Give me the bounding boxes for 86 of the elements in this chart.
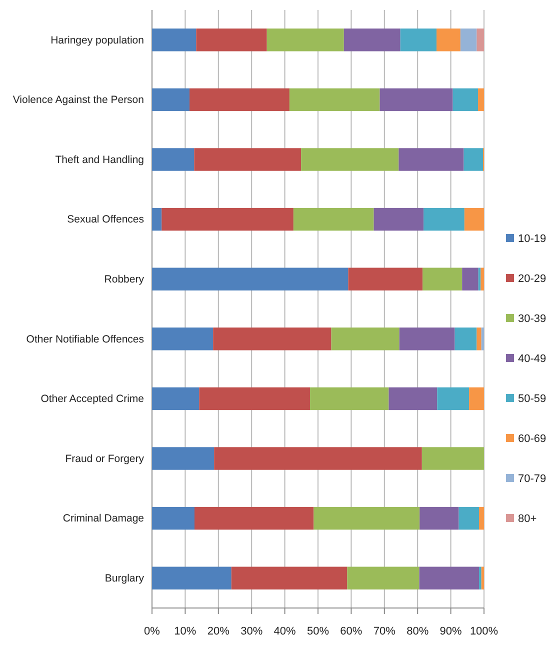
bar (420, 506, 459, 530)
bar (213, 328, 332, 350)
x-tick-label: 90% (440, 626, 462, 638)
x-tick-label: 20% (207, 626, 230, 638)
bar (480, 268, 484, 290)
y-tick-label: Theft and Handling (55, 154, 144, 166)
bar (152, 506, 194, 530)
bar (437, 387, 470, 410)
bar (469, 387, 484, 410)
bar (476, 328, 482, 350)
bar (399, 328, 455, 350)
legend-label: 40-49 (518, 352, 546, 365)
bar (162, 208, 294, 231)
bar (152, 328, 214, 350)
bar (476, 28, 484, 52)
bar (152, 268, 348, 290)
bar (199, 387, 310, 410)
x-tick-label: 10% (174, 626, 196, 638)
x-tick-label: 60% (340, 626, 362, 638)
y-tick-label: Burglary (104, 572, 145, 584)
legend-label: 20-29 (518, 272, 546, 285)
y-tick-label: Fraud or Forgery (65, 452, 145, 465)
bar (152, 208, 162, 231)
bar (374, 208, 424, 231)
legend-label: 50-59 (518, 392, 546, 405)
legend-label: 70-79 (518, 472, 546, 485)
bar (152, 28, 196, 52)
bar (380, 88, 453, 112)
x-tick-label: 100% (470, 626, 498, 638)
bar (347, 566, 420, 590)
y-tick-label: Violence Against the Person (12, 94, 144, 106)
y-tick-label: Haringey population (50, 34, 144, 46)
bar (152, 387, 200, 410)
bar (464, 208, 484, 231)
bar (152, 88, 190, 112)
x-tick-label: 40% (274, 626, 296, 638)
bar (152, 447, 214, 470)
y-tick-label: Robbery (104, 273, 145, 286)
bar (293, 208, 374, 231)
bar (231, 566, 348, 590)
bar (436, 28, 460, 52)
bar (400, 28, 437, 52)
y-tick-label: Criminal Damage (62, 512, 144, 525)
bar (454, 328, 477, 350)
bar (422, 447, 484, 470)
bar (266, 28, 344, 52)
legend-label: 10-19 (518, 232, 546, 245)
bar (481, 566, 484, 590)
legend-label: 80+ (518, 512, 537, 525)
y-tick-label: Other Accepted Crime (40, 393, 144, 406)
bar (214, 447, 422, 470)
bar (388, 387, 438, 410)
bar (310, 387, 389, 410)
bar (194, 506, 314, 530)
y-tick-label: Sexual Offences (67, 214, 144, 226)
bar (344, 28, 400, 52)
bar (462, 268, 478, 290)
bar (422, 268, 462, 290)
bar (478, 88, 484, 112)
bar (398, 148, 464, 171)
bar (152, 566, 232, 590)
bar (289, 88, 380, 112)
legend-label: 30-39 (518, 312, 546, 325)
bar (152, 148, 194, 171)
bar (464, 148, 484, 171)
bar (348, 268, 423, 290)
x-tick-label: 80% (406, 626, 429, 638)
bar (190, 88, 290, 112)
bar (452, 88, 478, 112)
bar (301, 148, 399, 171)
bar (460, 28, 477, 52)
x-tick-label: 0% (144, 626, 160, 638)
bar (331, 328, 400, 350)
legend-label: 60-69 (518, 432, 546, 445)
bar (479, 506, 484, 530)
bar (458, 506, 480, 530)
x-tick-label: 50% (306, 626, 330, 638)
bar (196, 28, 267, 52)
bar (194, 148, 302, 171)
y-tick-label: Other Notifiable Offences (26, 333, 144, 346)
x-tick-label: 70% (373, 626, 396, 638)
x-tick-label: 30% (240, 626, 263, 638)
bar (424, 208, 464, 231)
bar (314, 506, 420, 530)
bar (481, 328, 484, 350)
bar (419, 566, 480, 590)
